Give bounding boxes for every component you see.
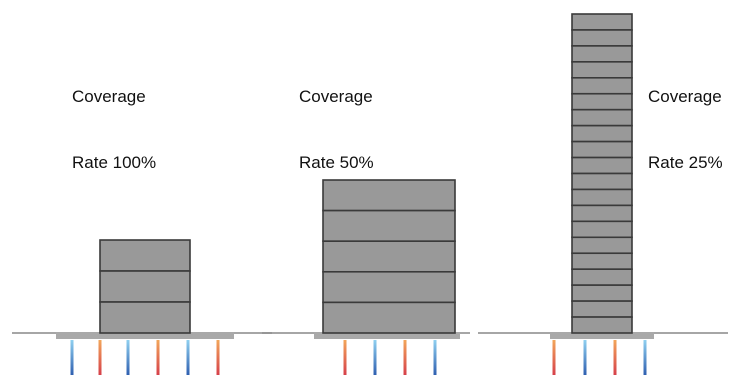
building-floor — [99, 270, 191, 303]
pipe-rate-25 — [552, 340, 556, 375]
building-floor — [571, 220, 633, 239]
building-floor — [571, 108, 633, 127]
pipe-rate-100 — [186, 340, 190, 375]
building-floor — [322, 270, 456, 304]
foundation-slab-rate-25 — [550, 332, 654, 339]
foundation-slab-rate-50 — [314, 332, 460, 339]
building-floor — [571, 172, 633, 191]
building-floor — [322, 240, 456, 273]
pipe-rate-50 — [343, 340, 347, 375]
pipe-rate-100 — [126, 340, 130, 375]
building-floor — [571, 61, 633, 79]
coverage-label-100-line2: Rate 100% — [72, 153, 157, 172]
building-rate-25 — [571, 13, 633, 334]
coverage-label-25-line2: Rate 25% — [648, 153, 723, 172]
building-floor — [571, 124, 633, 143]
building-floor — [571, 300, 633, 318]
building-floor — [571, 284, 633, 302]
pipe-rate-100 — [156, 340, 160, 375]
building-floor — [99, 239, 191, 272]
coverage-label-25: Coverage Rate 25% — [648, 42, 723, 218]
building-floor — [571, 236, 633, 255]
pipe-rate-50 — [433, 340, 437, 375]
building-floor — [571, 252, 633, 270]
pipe-rate-100 — [70, 340, 74, 375]
pipe-rate-100 — [98, 340, 102, 375]
building-floor — [571, 29, 633, 47]
building-floor — [571, 268, 633, 286]
pipe-rate-50 — [373, 340, 377, 375]
building-floor — [99, 301, 191, 334]
building-floor — [571, 92, 633, 111]
pipe-layer — [70, 340, 647, 375]
building-floor — [571, 316, 633, 334]
coverage-label-50-line1: Coverage — [299, 87, 373, 106]
building-floor — [322, 301, 456, 334]
building-rate-100 — [99, 239, 191, 334]
coverage-label-100-line1: Coverage — [72, 87, 146, 106]
building-floor — [571, 13, 633, 31]
building-floor — [571, 77, 633, 95]
coverage-label-50: Coverage Rate 50% — [299, 42, 374, 218]
foundation-slab-rate-100 — [56, 332, 234, 339]
pipe-rate-100 — [216, 340, 220, 375]
coverage-label-100: Coverage Rate 100% — [72, 42, 156, 218]
coverage-label-50-line2: Rate 50% — [299, 153, 374, 172]
pipe-rate-25 — [583, 340, 587, 375]
building-layer — [99, 13, 633, 334]
building-floor — [571, 45, 633, 63]
pipe-rate-50 — [403, 340, 407, 375]
building-rate-50 — [322, 179, 456, 334]
building-floor — [571, 140, 633, 159]
pipe-rate-25 — [643, 340, 647, 375]
building-floor — [571, 204, 633, 223]
building-floor — [322, 209, 456, 243]
building-floor — [571, 156, 633, 175]
building-floor — [571, 188, 633, 207]
coverage-label-25-line1: Coverage — [648, 87, 722, 106]
pipe-rate-25 — [613, 340, 617, 375]
